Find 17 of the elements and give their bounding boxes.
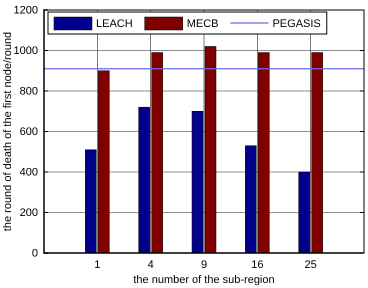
x-axis-title: the number of the sub-region — [133, 274, 275, 286]
legend-label: PEGASIS — [272, 18, 321, 30]
y-tick-label: 600 — [20, 126, 38, 138]
x-tick-label: 25 — [304, 258, 317, 271]
x-tick-label: 16 — [251, 258, 264, 271]
y-axis-title: the round of death of the first node/round — [2, 32, 14, 232]
y-tick-label: 1200 — [14, 4, 38, 17]
y-tick-label: 0 — [32, 248, 38, 260]
x-tick-label: 1 — [94, 258, 100, 271]
x-tick-label: 9 — [200, 258, 208, 271]
x-tick-label: 4 — [148, 258, 154, 271]
y-tick-label: 800 — [20, 86, 38, 98]
legend-label: MECB — [186, 18, 218, 30]
y-tick-label: 1000 — [14, 45, 38, 58]
legend-label: LEACH — [96, 18, 133, 30]
y-tick-label: 400 — [20, 166, 38, 179]
y-tick-label: 200 — [20, 207, 38, 220]
